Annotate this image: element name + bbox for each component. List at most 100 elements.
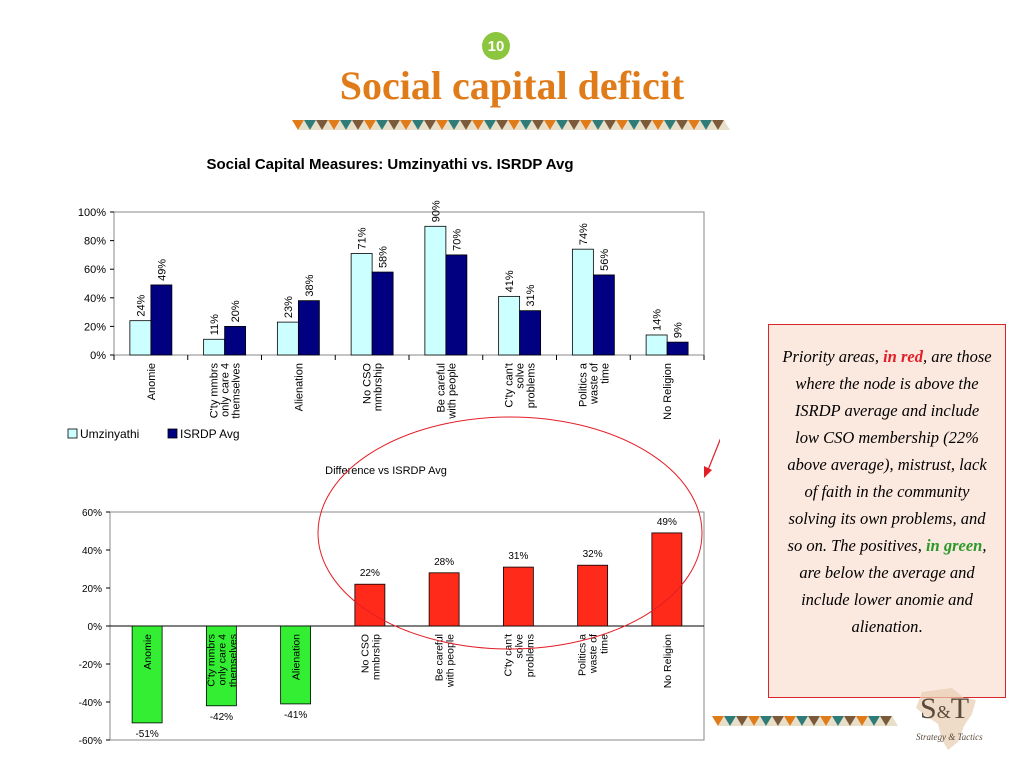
chart2-category-line: with people: [445, 634, 457, 688]
border-triangle: [490, 120, 502, 130]
chart1-category-line: only care 4: [220, 363, 232, 417]
border-triangle: [430, 120, 442, 130]
callout-arrow-head: [704, 466, 712, 478]
chart1-data-label: 71%: [357, 227, 369, 249]
border-triangle: [850, 716, 862, 726]
border-triangle: [664, 120, 676, 130]
border-triangle: [724, 716, 736, 726]
border-triangle: [340, 120, 352, 130]
chart1-category-label: Alienation: [293, 363, 305, 411]
chart1-data-label: 41%: [504, 270, 516, 292]
border-triangle: [436, 120, 448, 130]
chart2-category-label: C'ty can't solve problems: [502, 634, 536, 677]
border-triangle: [562, 120, 574, 130]
chart2-bar-positive: [502, 566, 534, 627]
border-triangle: [328, 120, 340, 130]
chart1-y-tick-label: 80%: [84, 236, 106, 248]
chart2-data-label: -42%: [210, 712, 233, 723]
chart2-category-label: Anomie: [142, 634, 154, 670]
chart2-data-label: 31%: [508, 551, 528, 562]
chart2-category-line: time: [599, 634, 611, 654]
border-triangle: [634, 120, 646, 130]
border-triangle: [520, 120, 532, 130]
border-triangle: [400, 120, 412, 130]
chart1-category-line: problems: [526, 363, 538, 409]
border-triangle: [538, 120, 550, 130]
border-triangle: [322, 120, 334, 130]
chart1-category-line: No Religion: [662, 363, 674, 420]
chart1-bar-isrdp: [592, 274, 615, 356]
chart2-category-label: No CSO mmbrship: [359, 634, 382, 680]
border-triangle: [676, 120, 688, 130]
chart1-category-line: C'ty can't: [504, 363, 516, 408]
border-triangle: [310, 120, 322, 130]
chart2-category-label: Politics a waste of time: [577, 634, 611, 676]
chart1-category-line: Alienation: [293, 363, 305, 411]
border-triangle: [646, 120, 658, 130]
chart1-legend-swatch: [67, 428, 78, 439]
border-triangle: [466, 120, 478, 130]
chart2-category-line: Be careful: [434, 634, 446, 681]
priority-highlight-ellipse: [317, 416, 703, 650]
border-triangle: [862, 716, 874, 726]
chart1-y-tick-label: 0%: [90, 350, 106, 362]
border-triangle: [616, 120, 628, 130]
chart1-bar-isrdp: [519, 310, 542, 356]
border-triangle: [760, 716, 772, 726]
border-triangle: [772, 716, 784, 726]
border-triangle: [874, 716, 886, 726]
border-triangle: [352, 120, 364, 130]
border-triangle: [394, 120, 406, 130]
callout-end: .: [918, 617, 923, 636]
chart1-bar-isrdp: [371, 271, 394, 356]
chart1-category-line: solve: [515, 363, 527, 389]
border-triangle: [754, 716, 766, 726]
chart1-category-line: Anomie: [146, 363, 158, 400]
border-triangle: [658, 120, 670, 130]
footer-triangle-border: [712, 716, 898, 726]
chart1-bar-isrdp: [150, 284, 173, 356]
chart1-category-label: C'ty can't solve problems: [504, 363, 538, 409]
title-triangle-border: [292, 120, 730, 130]
chart2-category-line: problems: [524, 634, 536, 677]
border-triangle: [628, 120, 640, 130]
chart1-legend-label: Umzinyathi: [80, 427, 139, 441]
chart1-category-line: No CSO: [362, 363, 374, 404]
border-triangle: [346, 120, 358, 130]
chart1-data-label: 74%: [578, 223, 590, 245]
border-triangle: [292, 120, 304, 130]
chart1-category-line: mmbrship: [373, 363, 385, 411]
border-triangle: [778, 716, 790, 726]
chart2-bar-negative: [280, 625, 312, 705]
slide-number-badge: 10: [482, 32, 510, 60]
border-triangle: [886, 716, 898, 726]
border-triangle: [298, 120, 310, 130]
chart2-category-line: C'ty mmbrs: [205, 634, 217, 687]
africa-map-icon: [916, 688, 976, 750]
chart1-data-label: 23%: [283, 296, 295, 318]
chart1-legend-swatch: [167, 428, 178, 439]
border-triangle: [718, 120, 730, 130]
border-triangle: [838, 716, 850, 726]
chart1-category-line: time: [599, 363, 611, 384]
chart2-title: Difference vs ISRDP Avg: [325, 465, 447, 477]
border-triangle: [370, 120, 382, 130]
chart1-category-line: with people: [446, 363, 458, 420]
border-triangle: [598, 120, 610, 130]
chart2-category-line: solve: [513, 634, 525, 659]
chart2-y-tick-label: -60%: [79, 736, 102, 747]
chart1-y-tick-label: 100%: [78, 207, 106, 219]
border-triangle: [304, 120, 316, 130]
chart2-data-label: 22%: [360, 568, 380, 579]
chart2-bar-negative: [131, 625, 163, 724]
border-triangle: [640, 120, 652, 130]
border-triangle: [334, 120, 346, 130]
chart1-data-label: 58%: [378, 246, 390, 268]
border-triangle: [712, 120, 724, 130]
chart1-data-label: 11%: [209, 314, 221, 335]
chart1-legend-label: ISRDP Avg: [180, 427, 240, 441]
callout-arrow-line: [707, 438, 720, 471]
chart1-category-label: No CSO mmbrship: [362, 363, 385, 412]
chart2-data-label: -51%: [135, 729, 158, 740]
chart2-svg: Difference vs ISRDP Avg -60% -40% -20% 0% 20%…: [79, 416, 720, 747]
